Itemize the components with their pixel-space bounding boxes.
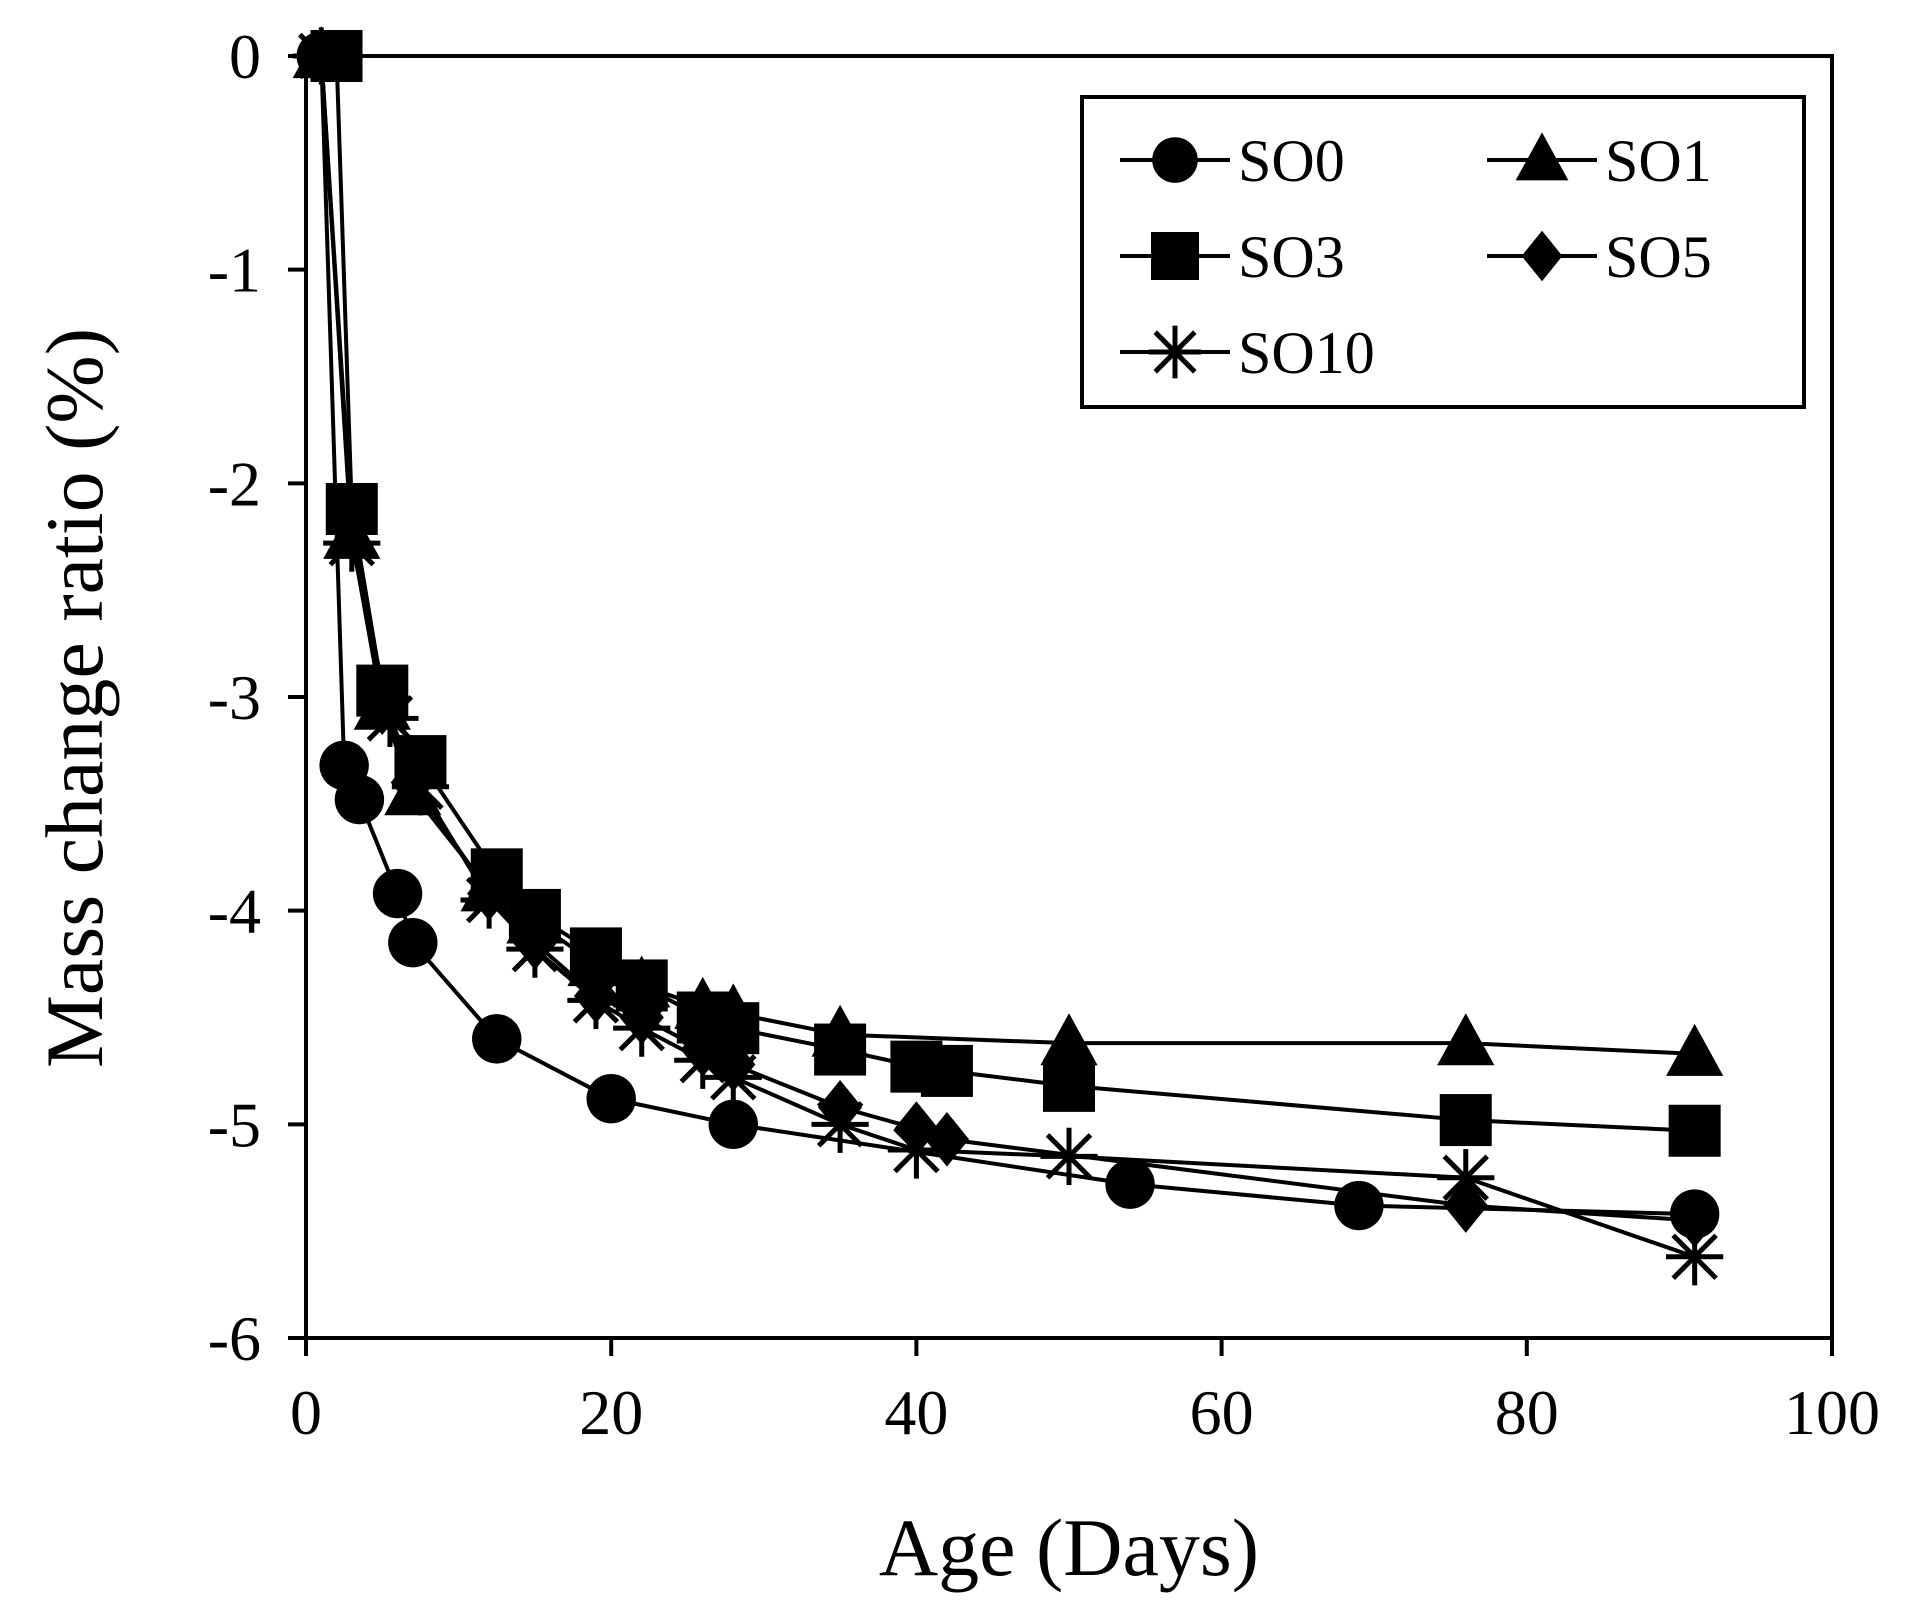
data-point-so0 (388, 918, 438, 968)
data-point-so0 (586, 1073, 636, 1124)
data-point-so10 (567, 971, 625, 1030)
legend-item-so10: SO10 (1120, 320, 1375, 386)
data-point-so5 (1672, 1193, 1717, 1248)
data-point-so10 (1666, 1228, 1724, 1286)
data-point-so10 (811, 1095, 869, 1153)
data-point-so10 (704, 1048, 762, 1106)
x-tick-label: 40 (884, 1377, 948, 1448)
plot-area (292, 26, 1724, 1286)
legend-marker-so10 (1148, 325, 1202, 379)
legend-item-so3: SO3 (1120, 224, 1345, 290)
x-tick-label: 0 (290, 1377, 322, 1448)
data-point-so10 (506, 920, 564, 978)
data-point-so0 (1105, 1159, 1155, 1209)
y-tick-label: -4 (208, 876, 261, 947)
x-tick-label: 20 (579, 1377, 643, 1448)
data-point-so10 (1040, 1127, 1098, 1185)
data-point-so10 (613, 999, 671, 1057)
y-axis-title: Mass change ratio (%) (29, 328, 120, 1068)
legend: SO0 SO1 SO3 SO5 SO10 (1080, 95, 1806, 409)
legend-marker-so3 (1151, 232, 1199, 280)
y-tick-label: -1 (208, 235, 261, 306)
data-point-so3 (1439, 1094, 1492, 1147)
data-point-so1 (1437, 1013, 1495, 1066)
data-point-so3 (920, 1044, 973, 1097)
legend-marker-so0 (1152, 137, 1198, 183)
axes: 0 20 40 60 80 100 0 -1 -2 -3 -4 -5 -6 (208, 21, 1880, 1448)
data-point-so1 (1666, 1023, 1724, 1076)
x-tick-label: 100 (1784, 1377, 1880, 1448)
data-point-so10 (292, 27, 350, 85)
data-point-so3 (1668, 1104, 1721, 1157)
data-point-so10 (391, 758, 450, 816)
data-point-so3 (814, 1023, 867, 1076)
x-axis-title: Age (Days) (879, 1502, 1259, 1593)
legend-label-so5: SO5 (1605, 224, 1712, 290)
data-point-so10 (323, 514, 381, 572)
series-line-so3 (334, 55, 1695, 1133)
y-tick-label: -2 (208, 448, 261, 519)
legend-label-so10: SO10 (1238, 320, 1375, 386)
data-point-so0 (372, 868, 423, 919)
x-tick-label: 80 (1495, 1377, 1559, 1448)
data-point-so0 (472, 1014, 522, 1064)
y-tick-label: -5 (208, 1089, 261, 1160)
series-so0 (296, 31, 1720, 1239)
data-point-so3 (1043, 1059, 1095, 1112)
data-point-so10 (674, 1031, 732, 1089)
legend-item-so1: SO1 (1487, 128, 1712, 194)
data-point-so10 (887, 1121, 945, 1179)
legend-label-so3: SO3 (1238, 224, 1345, 290)
data-point-so10 (361, 689, 419, 747)
y-tick-label: -6 (208, 1303, 261, 1374)
legend-label-so0: SO0 (1238, 128, 1345, 194)
legend-frame (1080, 95, 1806, 409)
data-point-so10 (1437, 1149, 1495, 1207)
legend-label-so1: SO1 (1605, 128, 1712, 194)
legend-marker-so5 (1521, 230, 1563, 282)
y-tick-label: 0 (229, 21, 261, 92)
legend-marker-so1 (1515, 132, 1569, 181)
y-tick-label: -3 (208, 662, 261, 733)
data-point-so1 (1040, 1013, 1098, 1066)
data-point-so10 (460, 871, 518, 929)
legend-item-so0: SO0 (1120, 128, 1345, 194)
x-tick-label: 60 (1190, 1377, 1254, 1448)
legend-item-so5: SO5 (1487, 224, 1712, 290)
data-point-so0 (334, 774, 385, 825)
data-point-so0 (708, 1099, 758, 1150)
series-so10 (292, 27, 1724, 1286)
